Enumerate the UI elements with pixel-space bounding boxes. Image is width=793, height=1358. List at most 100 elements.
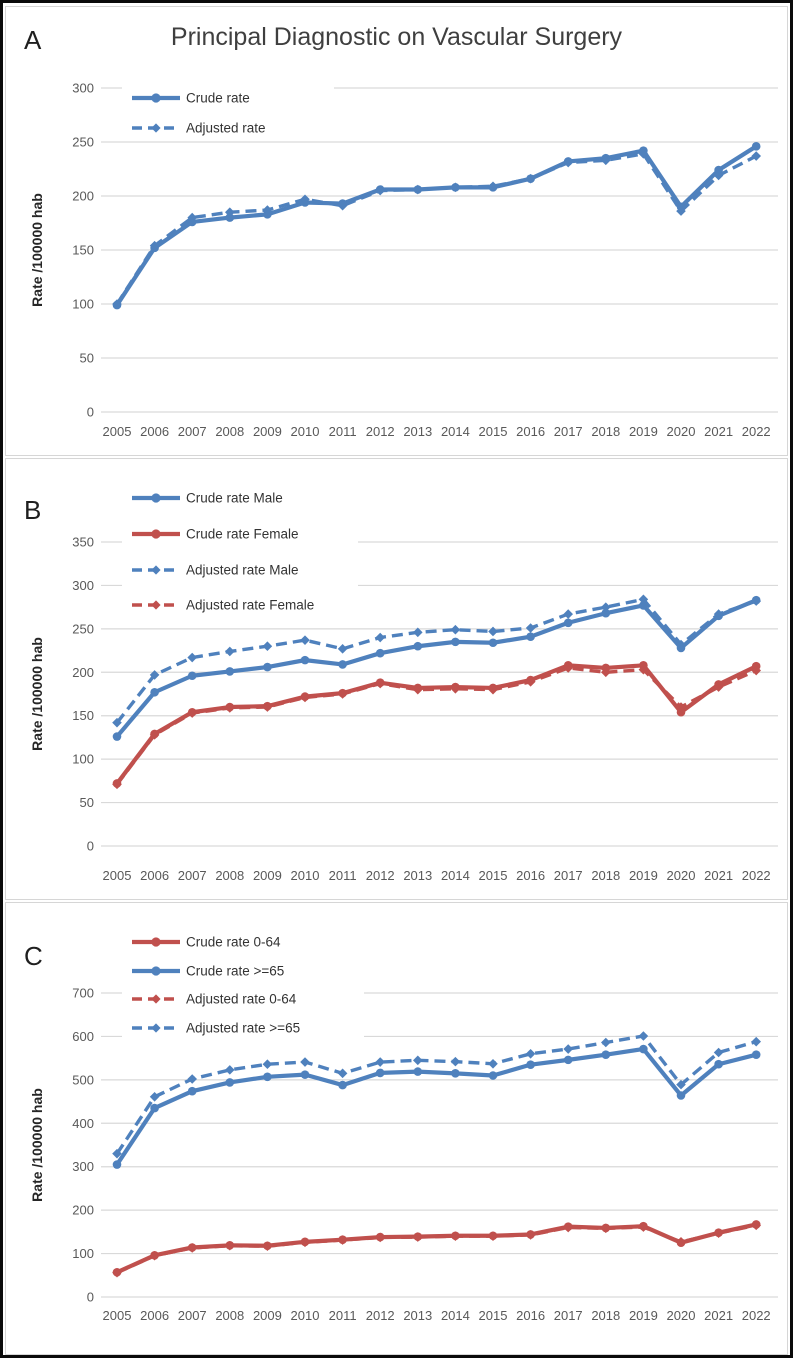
legend: Crude rate Male Crude rate Female Adjusted… bbox=[132, 491, 314, 613]
series-line bbox=[115, 1034, 757, 1155]
x-tick-label: 2019 bbox=[629, 868, 658, 883]
legend-item: Crude rate Male bbox=[132, 491, 283, 506]
legend-label: Crude rate 0-64 bbox=[186, 935, 281, 950]
series-line bbox=[115, 1046, 757, 1166]
x-tick-label: 2018 bbox=[591, 424, 620, 439]
data-point-marker bbox=[488, 626, 498, 637]
legend-label: Adjusted rate 0-64 bbox=[186, 992, 297, 1007]
x-tick-label: 2007 bbox=[178, 424, 207, 439]
y-tick-label: 250 bbox=[72, 621, 94, 636]
x-tick-label: 2012 bbox=[366, 1308, 395, 1323]
series-line bbox=[116, 1223, 757, 1275]
data-point-marker bbox=[300, 194, 310, 205]
series-line bbox=[115, 598, 758, 738]
data-point-marker bbox=[713, 170, 724, 181]
series-line bbox=[116, 1222, 757, 1275]
series-line bbox=[115, 666, 757, 786]
data-point-marker bbox=[187, 212, 197, 223]
series-crude-rate bbox=[112, 142, 761, 310]
data-point-marker bbox=[563, 1044, 573, 1054]
data-point-marker bbox=[451, 1069, 460, 1078]
data-point-marker bbox=[488, 1071, 498, 1080]
series-adjusted-rate-65 bbox=[112, 1031, 761, 1159]
data-point-marker bbox=[676, 1237, 686, 1247]
legend: Crude rate 0-64 Crude rate >=65 Adjusted r… bbox=[132, 935, 300, 1036]
data-point-marker bbox=[488, 638, 498, 648]
x-tick-label: 2009 bbox=[253, 424, 282, 439]
legend-item: Adjusted rate Female bbox=[132, 598, 314, 613]
series-line bbox=[115, 663, 758, 785]
data-point-marker bbox=[563, 609, 573, 619]
data-point-marker bbox=[601, 1037, 611, 1048]
panel-label-b: B bbox=[24, 495, 42, 525]
data-point-marker bbox=[338, 1080, 347, 1090]
x-tick-label: 2018 bbox=[591, 868, 620, 883]
data-point-marker bbox=[337, 1068, 348, 1079]
data-point-marker bbox=[638, 664, 649, 675]
series-adjusted-rate-female bbox=[112, 663, 761, 790]
x-tick-label: 2013 bbox=[403, 868, 432, 883]
x-tick-label: 2019 bbox=[629, 424, 658, 439]
series-crude-rate-female bbox=[112, 661, 761, 788]
data-point-marker bbox=[751, 1036, 761, 1047]
data-point-marker bbox=[751, 151, 761, 161]
data-point-marker bbox=[187, 1074, 197, 1084]
x-tick-label: 2013 bbox=[403, 424, 432, 439]
legend-item: Crude rate >=65 bbox=[132, 964, 284, 979]
x-tick-label: 2020 bbox=[667, 1308, 696, 1323]
y-tick-label: 350 bbox=[72, 535, 94, 550]
data-point-marker bbox=[413, 184, 423, 195]
data-point-marker bbox=[263, 662, 272, 672]
data-point-marker bbox=[525, 677, 536, 687]
data-point-marker bbox=[225, 1078, 235, 1087]
data-point-marker bbox=[112, 299, 122, 309]
data-point-marker bbox=[601, 155, 611, 166]
data-point-marker bbox=[563, 618, 573, 628]
data-point-marker bbox=[638, 1031, 649, 1041]
data-point-marker bbox=[149, 240, 160, 251]
x-tick-label: 2021 bbox=[704, 424, 733, 439]
x-tick-label: 2008 bbox=[215, 424, 244, 439]
series-line bbox=[115, 144, 758, 307]
data-point-marker bbox=[337, 644, 348, 654]
data-point-marker bbox=[713, 1228, 724, 1238]
y-tick-label: 0 bbox=[87, 405, 94, 420]
data-point-marker bbox=[300, 692, 310, 703]
y-tick-label: 0 bbox=[87, 1290, 94, 1305]
legend-item: Crude rate 0-64 bbox=[132, 935, 281, 950]
x-tick-label: 2007 bbox=[178, 1308, 207, 1323]
y-axis-title: Rate /100000 hab bbox=[29, 637, 45, 751]
data-point-marker bbox=[526, 1060, 535, 1069]
data-point-marker bbox=[413, 1067, 423, 1076]
series-crude-rate-0-64 bbox=[112, 1220, 761, 1277]
data-point-marker bbox=[300, 635, 310, 645]
data-point-marker bbox=[300, 1070, 310, 1079]
data-point-marker bbox=[526, 632, 535, 641]
legend-label: Crude rate Female bbox=[186, 527, 299, 542]
x-tick-label: 2021 bbox=[704, 1308, 733, 1323]
x-tick-label: 2013 bbox=[403, 1308, 432, 1323]
data-point-marker bbox=[488, 1058, 498, 1069]
legend-item: Crude rate Female bbox=[132, 527, 299, 542]
data-point-marker bbox=[601, 667, 611, 678]
data-point-marker bbox=[413, 1232, 423, 1242]
x-tick-label: 2022 bbox=[742, 1308, 771, 1323]
y-axis-labels: 0 50 100 150 200 250 300 bbox=[72, 81, 94, 420]
data-point-marker bbox=[525, 1230, 536, 1240]
x-axis-labels: 2005 2006 2007 2008 2009 2010 2011 2012 2013 2014… bbox=[103, 868, 771, 883]
data-point-marker bbox=[225, 1065, 235, 1075]
x-tick-label: 2005 bbox=[103, 1308, 132, 1323]
data-point-marker bbox=[413, 641, 423, 651]
data-point-marker bbox=[563, 157, 573, 168]
legend-label: Crude rate >=65 bbox=[186, 964, 284, 979]
data-point-marker bbox=[638, 149, 649, 159]
x-tick-label: 2017 bbox=[554, 1308, 583, 1323]
data-point-marker bbox=[639, 1044, 648, 1054]
y-tick-label: 600 bbox=[72, 1029, 94, 1044]
data-point-marker bbox=[337, 200, 348, 211]
data-point-marker bbox=[149, 730, 160, 740]
y-tick-label: 300 bbox=[72, 578, 94, 593]
y-tick-label: 300 bbox=[72, 1159, 94, 1174]
x-tick-label: 2006 bbox=[140, 424, 169, 439]
